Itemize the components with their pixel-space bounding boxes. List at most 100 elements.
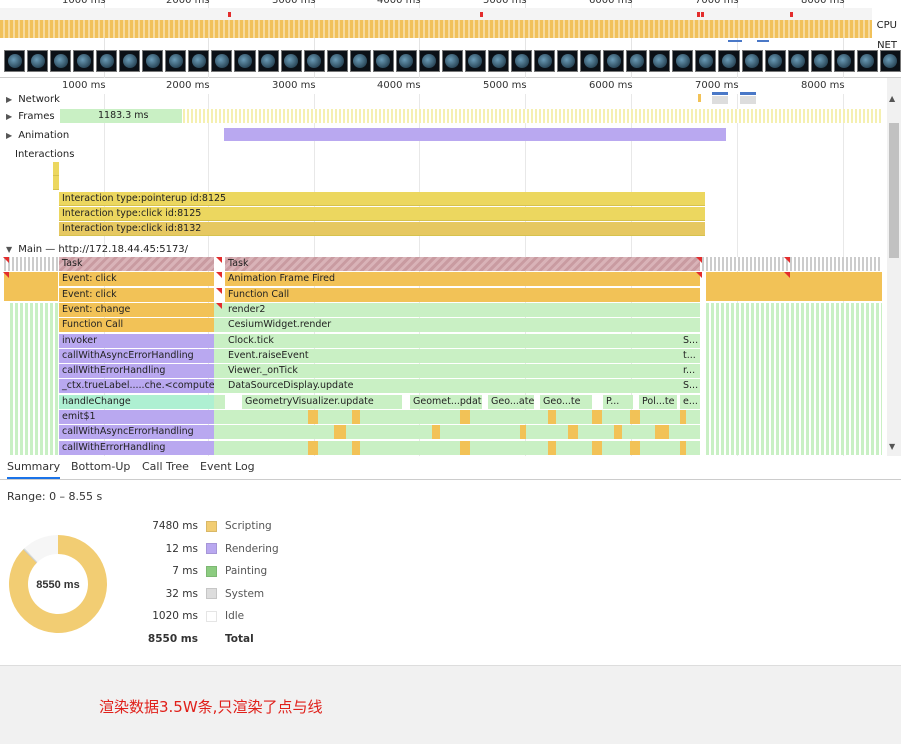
animation-bar[interactable] [224, 128, 726, 141]
flame-entry[interactable] [214, 440, 700, 455]
flame-entry[interactable] [214, 333, 225, 348]
flame-entry[interactable] [214, 302, 225, 317]
flame-entry[interactable] [308, 410, 318, 424]
flame-entry[interactable]: DataSourceDisplay.update [225, 379, 700, 394]
flame-entry[interactable] [630, 410, 640, 424]
expand-triangle-icon[interactable]: ▶ [6, 112, 13, 121]
screenshot-thumbnail[interactable] [211, 50, 233, 72]
flame-entry[interactable] [214, 364, 225, 379]
flame-entry[interactable] [308, 440, 318, 455]
screenshot-thumbnail[interactable] [395, 50, 417, 72]
expand-triangle-icon[interactable]: ▶ [6, 131, 13, 140]
flame-entry[interactable]: Function Call [59, 318, 214, 333]
tab-event-log[interactable]: Event Log [200, 460, 255, 473]
flame-entry[interactable]: Task [225, 257, 700, 271]
flame-entry[interactable]: _ctx.trueLabel.....che.<computed> [59, 379, 214, 394]
screenshot-thumbnail[interactable] [487, 50, 510, 72]
scrollbar-thumb[interactable] [889, 123, 899, 258]
screenshot-filmstrip[interactable] [0, 48, 901, 74]
screenshot-thumbnail[interactable] [280, 50, 302, 72]
flame-entry[interactable]: Viewer._onTick [225, 364, 700, 379]
flame-entry[interactable]: Animation Frame Fired [225, 272, 700, 287]
screenshot-thumbnail[interactable] [856, 50, 878, 72]
screenshot-thumbnail[interactable] [165, 50, 187, 72]
screenshot-thumbnail[interactable] [96, 50, 118, 72]
screenshot-thumbnail[interactable] [741, 50, 763, 72]
screenshot-thumbnail[interactable] [833, 50, 855, 72]
screenshot-thumbnail[interactable] [418, 50, 440, 72]
flame-entry[interactable] [334, 425, 346, 440]
flame-entry[interactable]: Clock.tick [225, 333, 700, 348]
flame-entry[interactable] [548, 410, 556, 424]
flame-entry[interactable]: handleChange [59, 394, 214, 409]
tab-bottom-up[interactable]: Bottom-Up [71, 460, 131, 473]
interaction-bar[interactable]: Interaction type:click id:8132 [59, 222, 705, 236]
flame-entry[interactable] [630, 440, 640, 455]
flame-entry[interactable] [214, 318, 225, 333]
flame-entry[interactable]: Pol...te [639, 394, 677, 409]
flame-dense-calls[interactable] [10, 302, 58, 455]
flame-entry[interactable]: t... [680, 348, 700, 363]
screenshot-thumbnail[interactable] [73, 50, 95, 72]
screenshot-thumbnail[interactable] [464, 50, 486, 72]
screenshot-thumbnail[interactable] [649, 50, 671, 72]
screenshot-thumbnail[interactable] [303, 50, 325, 72]
flame-entry[interactable]: Geo...te [540, 394, 592, 409]
screenshot-thumbnail[interactable] [4, 50, 26, 72]
interaction-marker[interactable] [53, 176, 59, 190]
screenshot-thumbnail[interactable] [879, 50, 901, 72]
flame-entry[interactable]: callWithAsyncErrorHandling [59, 348, 214, 363]
flame-entry[interactable]: S... [680, 379, 700, 394]
network-request[interactable] [740, 96, 756, 104]
expand-triangle-icon[interactable]: ▶ [6, 95, 13, 104]
flame-entry[interactable]: callWithErrorHandling [59, 364, 214, 379]
flame-entry[interactable] [614, 425, 622, 440]
screenshot-thumbnail[interactable] [557, 50, 579, 72]
flame-entry[interactable] [214, 410, 700, 424]
flame-entry[interactable]: Event: click [59, 287, 214, 302]
flame-entry[interactable] [214, 394, 225, 409]
interaction-bar[interactable]: Interaction type:pointerup id:8125 [59, 192, 705, 206]
flame-entry[interactable] [352, 440, 360, 455]
screenshot-thumbnail[interactable] [188, 50, 210, 72]
flame-entry[interactable]: GeometryVisualizer.update [242, 394, 402, 409]
flame-entry[interactable]: Event: change [59, 302, 214, 317]
flame-entry[interactable]: P... [603, 394, 633, 409]
screenshot-thumbnail[interactable] [27, 50, 49, 72]
screenshot-thumbnail[interactable] [119, 50, 141, 72]
screenshot-thumbnail[interactable] [626, 50, 648, 72]
screenshot-thumbnail[interactable] [603, 50, 625, 72]
flame-entry[interactable] [592, 410, 602, 424]
flame-entry[interactable] [352, 410, 360, 424]
scroll-up-icon[interactable]: ▲ [889, 94, 896, 103]
tab-summary[interactable]: Summary [7, 460, 61, 479]
flame-dense-tasks[interactable] [4, 257, 58, 271]
flame-entry[interactable] [520, 425, 526, 440]
screenshot-thumbnail[interactable] [787, 50, 809, 72]
flame-entry[interactable]: render2 [225, 302, 700, 317]
scroll-down-icon[interactable]: ▼ [889, 442, 896, 451]
track-main[interactable]: ▼ Main — http://172.18.44.45:5173/ [6, 244, 188, 255]
screenshot-thumbnail[interactable] [764, 50, 786, 72]
flame-entry[interactable] [680, 440, 686, 455]
flame-entry[interactable]: Task [59, 257, 214, 271]
screenshot-thumbnail[interactable] [718, 50, 740, 72]
flame-entry[interactable] [548, 440, 556, 455]
flame-entry[interactable]: Function Call [225, 287, 700, 302]
flame-entry[interactable]: invoker [59, 333, 214, 348]
overview-pane[interactable]: 1000 ms 2000 ms 3000 ms 4000 ms 5000 ms 6000 … [0, 0, 901, 78]
track-network[interactable]: ▶ Network [6, 94, 60, 105]
flame-entry[interactable] [568, 425, 578, 440]
flame-entry[interactable] [214, 425, 700, 440]
flame-entry[interactable]: S... [680, 333, 700, 348]
flame-entry[interactable]: Geo...ate [488, 394, 534, 409]
screenshot-thumbnail[interactable] [580, 50, 602, 72]
network-request[interactable] [712, 96, 728, 104]
flame-entry[interactable]: Event: click [59, 272, 214, 287]
flame-entry[interactable] [706, 272, 882, 302]
flame-dense-tasks[interactable] [702, 257, 882, 271]
screenshot-thumbnail[interactable] [441, 50, 463, 72]
screenshot-thumbnail[interactable] [672, 50, 694, 72]
screenshot-thumbnail[interactable] [511, 50, 533, 72]
timeline-flamechart[interactable]: 1000 ms 2000 ms 3000 ms 4000 ms 5000 ms 6000 … [0, 78, 901, 456]
